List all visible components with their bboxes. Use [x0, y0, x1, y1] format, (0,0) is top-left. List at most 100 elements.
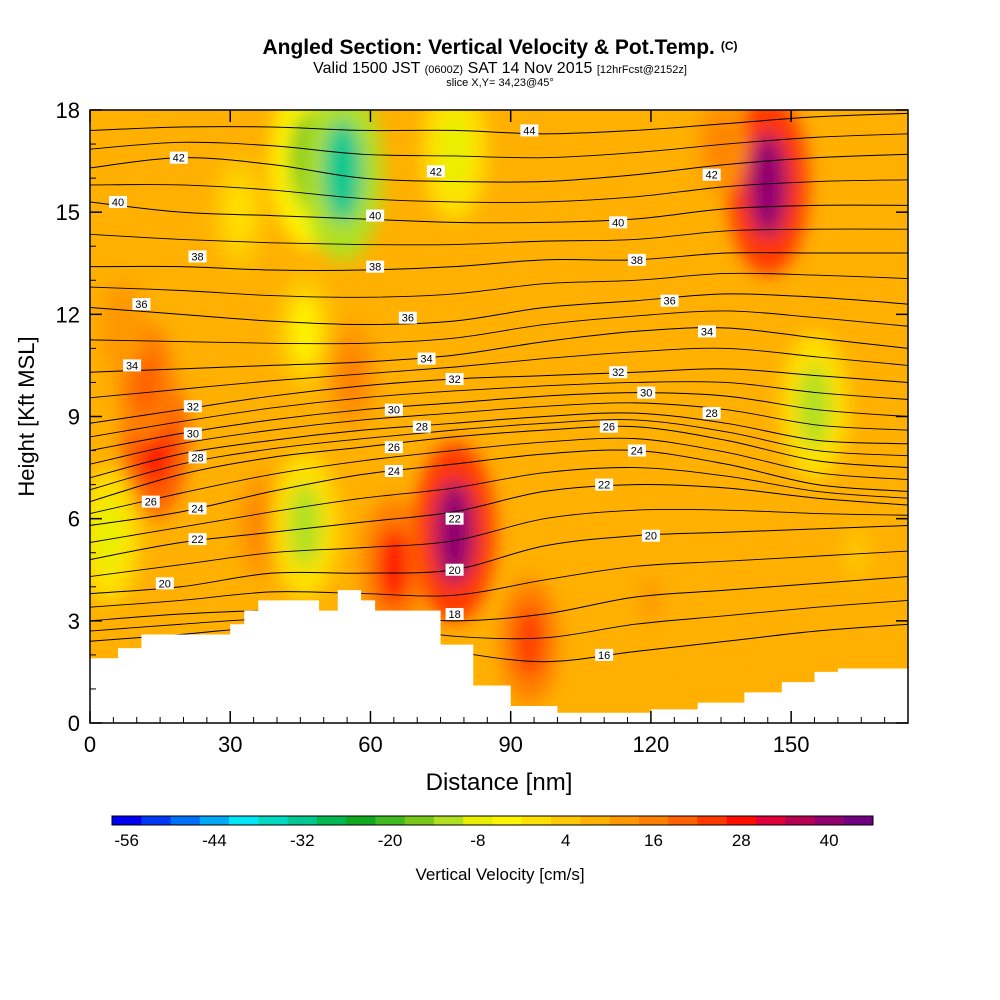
colorbar-swatch: [258, 816, 289, 825]
y-tick-label: 18: [56, 98, 80, 123]
colorbar-tick-label: -32: [290, 831, 315, 850]
contour-label-box: [169, 151, 188, 164]
colorbar-swatch: [316, 816, 347, 825]
contour-label-extra: 32: [183, 400, 202, 413]
contour-label-text: 26: [145, 497, 157, 509]
chart-slice: slice X,Y= 34,23@45°: [446, 77, 554, 89]
contour-label-extra: 22: [445, 512, 464, 526]
velocity-cell: [339, 345, 365, 407]
isentrope-40: [90, 201, 908, 224]
contour-label-text: 16: [598, 650, 610, 662]
contour-label-text: 40: [112, 197, 124, 209]
contour-label-text: 34: [126, 360, 138, 372]
colorbar-swatch: [697, 816, 728, 825]
colorbar-swatch: [346, 816, 376, 825]
colorbar-swatch: [609, 816, 640, 825]
contour-label-text: 28: [191, 452, 203, 464]
contour-label-box: [445, 512, 464, 525]
contour-label-box: [188, 250, 207, 263]
potential-temperature-contours: [90, 112, 908, 663]
isentrope-minor: [90, 272, 908, 298]
contour-label-36: 36: [660, 294, 679, 308]
title-units: (C): [720, 39, 738, 53]
contour-label-extra: 36: [398, 311, 417, 325]
contour-label-text: 34: [420, 354, 432, 366]
contour-label-box: [384, 441, 403, 454]
colorbar-tick-label: 16: [644, 831, 663, 850]
isentrope-38: [90, 252, 908, 271]
contour-label-extra: 34: [417, 352, 436, 366]
colorbar-swatch: [170, 816, 201, 825]
contour-label-text: 34: [701, 326, 713, 338]
y-tick-label: 9: [68, 405, 80, 430]
contour-label-box: [123, 359, 142, 372]
x-axis-label: Distance [nm]: [426, 769, 573, 796]
colorbar-swatch: [755, 816, 786, 825]
y-tick-label: 6: [68, 507, 80, 532]
x-tick-label: 90: [498, 732, 522, 757]
colorbar-swatch: [141, 816, 172, 825]
velocity-cell: [291, 297, 319, 366]
y-tick-label: 12: [56, 302, 80, 327]
contour-label-extra: 24: [188, 502, 207, 515]
contour-label-box: [141, 495, 160, 508]
isentrope-minor: [90, 467, 908, 543]
contour-label-extra: 24: [384, 464, 403, 478]
colorbar-swatch: [843, 816, 874, 825]
contour-label-box: [599, 420, 618, 433]
colorbar-swatch: [492, 816, 523, 825]
velocity-cell: [748, 133, 788, 237]
contour-label-16: 16: [595, 648, 614, 662]
contour-label-30: 30: [637, 386, 656, 400]
colorbar-tick-label: 28: [732, 831, 751, 850]
contour-label-text: 30: [187, 429, 199, 441]
contour-label-text: 42: [706, 170, 718, 182]
colorbar: -56 -44 -32 -20 -8 4 16 28 40 Vertical Velocity […: [111, 815, 874, 884]
contour-label-text: 28: [706, 408, 718, 420]
contour-label-22: 22: [595, 478, 614, 492]
isentrope-22: [90, 484, 908, 561]
forecast-info: [12hrFcst@2152z]: [596, 64, 687, 76]
contour-label-text: 38: [631, 255, 643, 267]
contour-label-text: 22: [191, 534, 203, 546]
contour-label-text: 38: [369, 262, 381, 274]
contour-label-box: [188, 502, 207, 515]
velocity-cell: [709, 115, 733, 173]
colorbar-swatch: [463, 816, 493, 825]
isentrope-minor: [90, 310, 908, 345]
colorbar-swatch: [785, 816, 815, 825]
isentrope-minor: [90, 508, 908, 578]
colorbar-swatch: [638, 816, 669, 825]
contour-label-extra: 34: [123, 359, 142, 372]
contour-label-text: 40: [612, 217, 624, 229]
contour-label-text: 38: [191, 251, 203, 263]
velocity-cell: [201, 478, 222, 525]
contour-label-18: 18: [445, 608, 464, 621]
contour-label-box: [595, 648, 614, 661]
contour-label-text: 36: [402, 313, 414, 325]
velocity-cell: [798, 364, 831, 449]
y-tick-label: 15: [56, 200, 80, 225]
x-tick-label: 120: [633, 732, 670, 757]
contour-label-text: 32: [448, 374, 460, 386]
x-tick-label: 150: [773, 732, 810, 757]
isentrope-28: [90, 412, 908, 479]
contour-label-box: [132, 298, 151, 311]
contour-label-26: 26: [599, 420, 618, 434]
chart-title: Angled Section: Vertical Velocity & Pot.…: [262, 36, 738, 59]
contour-label-text: 26: [603, 422, 615, 434]
colorbar-swatch: [404, 816, 435, 825]
contour-label-extra: 26: [384, 441, 403, 454]
contour-label-box: [627, 444, 646, 457]
contour-label-box: [188, 533, 207, 546]
contour-label-42: 42: [702, 168, 721, 182]
contour-label-text: 42: [430, 166, 442, 178]
contour-label-text: 32: [187, 401, 199, 413]
contour-label-box: [702, 168, 721, 181]
contour-label-box: [445, 373, 464, 386]
contour-label-extra: 30: [384, 403, 403, 417]
contour-label-box: [702, 407, 721, 420]
isentrope-minor: [90, 599, 908, 640]
